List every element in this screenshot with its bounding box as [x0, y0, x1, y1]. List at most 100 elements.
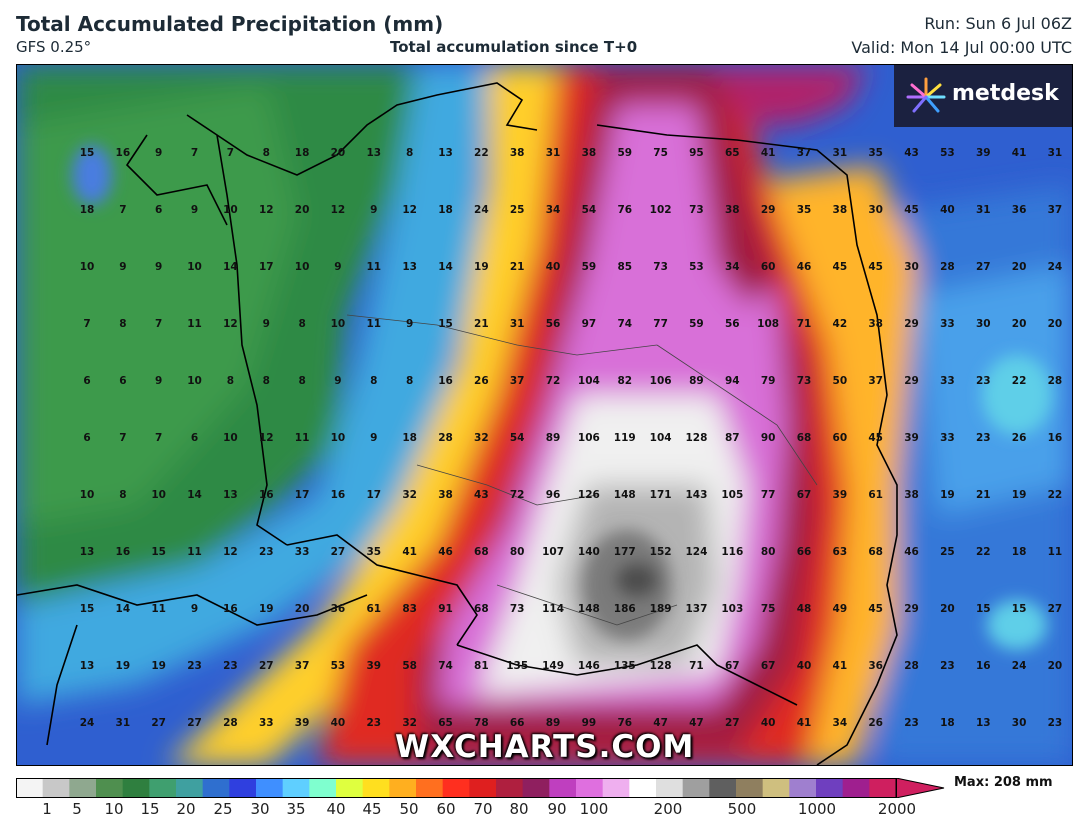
grid-value: 15: [79, 147, 95, 159]
chart-title: Total Accumulated Precipitation (mm): [16, 12, 444, 36]
scale-color-cell: [629, 778, 657, 798]
grid-value: 24: [79, 717, 95, 729]
scale-tick-label: 35: [286, 800, 306, 818]
scale-tick-label: 5: [72, 800, 82, 818]
grid-value: 27: [151, 717, 166, 729]
grid-value: 24: [474, 204, 489, 216]
grid-value: 189: [649, 603, 672, 615]
grid-value: 9: [190, 204, 199, 216]
grid-value: 33: [294, 546, 310, 558]
grid-value: 63: [832, 546, 848, 558]
scale-color-cell: [762, 778, 790, 798]
grid-value: 46: [904, 546, 919, 558]
grid-value: 43: [904, 147, 919, 159]
grid-value: 75: [760, 603, 776, 615]
grid-value: 17: [258, 261, 274, 273]
scale-color-cell: [229, 778, 257, 798]
scale-tick-label: 45: [362, 800, 382, 818]
grid-value: 148: [613, 489, 636, 501]
scale-color-cell: [842, 778, 870, 798]
grid-value: 29: [904, 603, 919, 615]
grid-value: 28: [1047, 375, 1063, 387]
scale-color-cell: [869, 778, 897, 798]
scale-color-cell: [16, 778, 44, 798]
grid-value: 43: [474, 489, 489, 501]
grid-value: 27: [187, 717, 202, 729]
grid-value: 16: [258, 489, 274, 501]
scale-color-cell: [602, 778, 630, 798]
grid-value: 9: [190, 603, 199, 615]
scale-color-cell: [256, 778, 284, 798]
grid-value: 78: [474, 717, 489, 729]
grid-value: 11: [1047, 546, 1063, 558]
scale-color-cell: [389, 778, 417, 798]
grid-value: 28: [223, 717, 238, 729]
grid-value: 17: [294, 489, 310, 501]
grid-value: 76: [617, 717, 633, 729]
grid-value: 32: [402, 489, 417, 501]
grid-value: 53: [689, 261, 704, 273]
scale-tick-label: 70: [473, 800, 493, 818]
grid-value: 68: [474, 603, 489, 615]
precipitation-map[interactable]: metdesk 15 16 9 7 7 8 18 20 13 8 13 22 38 31 38 59 75 95 6…: [16, 64, 1073, 766]
grid-value: 128: [649, 660, 672, 672]
grid-value: 25: [509, 204, 525, 216]
grid-value: 8: [298, 318, 306, 330]
grid-value: 23: [904, 717, 919, 729]
grid-value: 17: [366, 489, 382, 501]
grid-value: 38: [868, 318, 883, 330]
grid-value: 140: [577, 546, 600, 558]
scale-color-cell: [496, 778, 524, 798]
grid-value: 38: [832, 204, 848, 216]
grid-value: 21: [975, 489, 991, 501]
region-borders: [346, 314, 818, 626]
grid-value: 108: [757, 318, 780, 330]
grid-value: 177: [613, 546, 636, 558]
grid-value: 13: [975, 717, 991, 729]
grid-value: 33: [940, 318, 955, 330]
grid-value: 85: [617, 261, 633, 273]
grid-value: 106: [649, 375, 672, 387]
grid-value: 38: [581, 147, 597, 159]
grid-value: 10: [330, 318, 346, 330]
scale-color-cell: [576, 778, 604, 798]
grid-value: 60: [832, 432, 848, 444]
grid-value: 20: [1011, 318, 1027, 330]
wxcharts-watermark: WXCHARTS.COM: [395, 729, 695, 765]
grid-value: 6: [155, 204, 163, 216]
grid-value: 28: [940, 261, 955, 273]
grid-value: 10: [187, 375, 202, 387]
grid-value: 73: [509, 603, 525, 615]
grid-value: 12: [402, 204, 417, 216]
grid-value: 9: [262, 318, 270, 330]
scale-tick-label: 50: [399, 800, 419, 818]
grid-value: 106: [577, 432, 600, 444]
grid-value: 79: [760, 375, 776, 387]
grid-value: 8: [119, 318, 127, 330]
grid-value: 126: [577, 489, 600, 501]
grid-value: 7: [190, 147, 199, 159]
scale-color-cell: [682, 778, 710, 798]
grid-value: 26: [868, 717, 883, 729]
grid-value: 39: [975, 147, 991, 159]
grid-value: 12: [258, 432, 274, 444]
scale-color-cell: [736, 778, 764, 798]
grid-value: 19: [474, 261, 489, 273]
grid-value: 15: [975, 603, 991, 615]
grid-value: 73: [796, 375, 812, 387]
grid-value: 7: [155, 318, 163, 330]
grid-value: 67: [724, 660, 740, 672]
grid-value: 146: [577, 660, 600, 672]
grid-value: 29: [904, 318, 919, 330]
grid-value: 40: [330, 717, 346, 729]
grid-value: 105: [721, 489, 744, 501]
grid-value: 171: [649, 489, 672, 501]
grid-value: 36: [1011, 204, 1027, 216]
grid-value: 39: [294, 717, 310, 729]
scale-arrow: [895, 778, 945, 798]
grid-value: 10: [223, 204, 238, 216]
scale-color-cell: [176, 778, 204, 798]
grid-value: 31: [975, 204, 991, 216]
scale-tick-label: 500: [727, 800, 757, 818]
grid-value: 8: [262, 375, 270, 387]
